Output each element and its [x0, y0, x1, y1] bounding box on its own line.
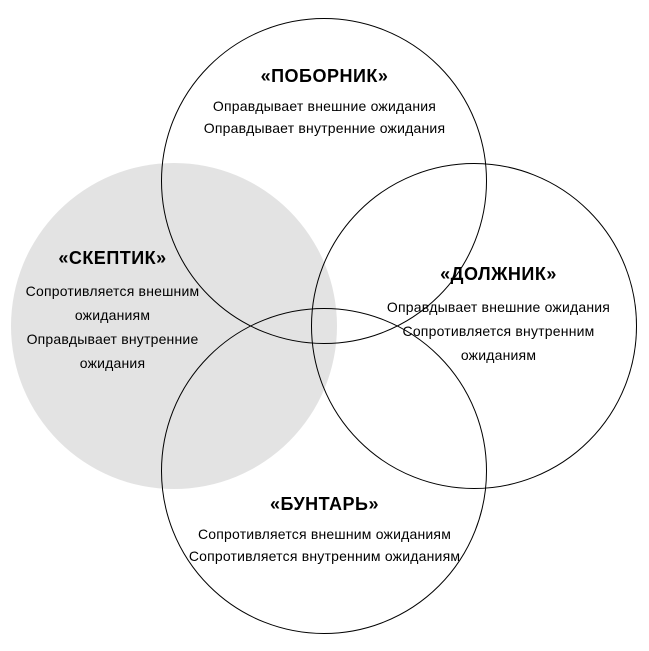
desc-right-3: ожиданиям: [174, 343, 649, 367]
desc-right-1: Оправдывает внешние ожидания: [174, 295, 649, 319]
venn-diagram: «ПОБОРНИК» Оправдывает внешние ожидания …: [0, 0, 649, 651]
desc-right-2: Сопротивляется внутренним: [174, 319, 649, 343]
title-top: «ПОБОРНИК»: [0, 66, 649, 87]
label-group-bottom: «БУНТАРЬ» Сопротивляется внешним ожидани…: [0, 494, 649, 567]
desc-bottom-2: Сопротивляется внутренним ожиданиям: [0, 545, 649, 567]
label-group-right: «ДОЛЖНИК» Оправдывает внешние ожидания С…: [174, 264, 649, 367]
title-bottom: «БУНТАРЬ»: [0, 494, 649, 515]
label-group-top: «ПОБОРНИК» Оправдывает внешние ожидания …: [0, 66, 649, 139]
title-right: «ДОЛЖНИК»: [174, 264, 649, 285]
desc-top-1: Оправдывает внешние ожидания: [0, 95, 649, 117]
desc-bottom-1: Сопротивляется внешним ожиданиям: [0, 523, 649, 545]
desc-top-2: Оправдывает внутренние ожидания: [0, 117, 649, 139]
